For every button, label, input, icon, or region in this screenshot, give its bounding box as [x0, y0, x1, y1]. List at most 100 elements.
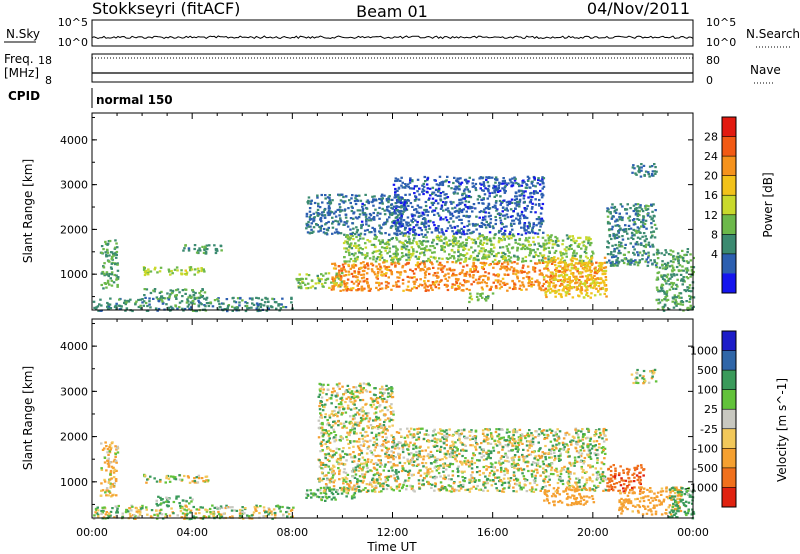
power-cell — [413, 286, 416, 289]
power-cell — [474, 258, 478, 261]
power-cell — [457, 177, 460, 180]
power-cell — [381, 241, 384, 244]
power-cell — [566, 288, 569, 291]
power-cell — [157, 307, 161, 311]
power-cell — [423, 276, 427, 279]
power-cell — [566, 280, 569, 284]
power-cell — [459, 253, 462, 256]
power-cell — [306, 287, 310, 290]
power-cell — [688, 294, 691, 298]
power-cell — [475, 295, 479, 298]
power-cell — [604, 269, 608, 272]
power-cell — [437, 283, 440, 286]
power-cell — [400, 184, 403, 187]
power-cell — [343, 208, 347, 211]
power-cell — [396, 227, 400, 231]
power-cell — [380, 282, 383, 285]
power-cell — [570, 244, 573, 247]
power-cell — [692, 305, 695, 308]
power-cell — [433, 179, 436, 182]
power-cell — [308, 210, 312, 213]
power-cell — [407, 235, 410, 238]
power-cell — [474, 187, 477, 190]
power-cell — [418, 211, 421, 215]
power-cell — [679, 273, 683, 276]
power-cell — [465, 242, 468, 245]
power-cell — [627, 228, 631, 231]
power-cell — [551, 243, 555, 246]
power-cell — [464, 257, 468, 260]
power-cell — [318, 206, 322, 209]
power-cell — [444, 208, 448, 211]
power-cell — [581, 282, 585, 286]
power-cell — [354, 197, 357, 200]
power-cell — [607, 242, 611, 245]
power-cell — [653, 170, 656, 173]
power-cell — [259, 303, 262, 306]
power-cell — [554, 264, 557, 267]
power-cell — [158, 270, 162, 273]
power-cell — [529, 259, 533, 263]
power-cell — [436, 190, 440, 193]
power-cell — [479, 187, 482, 190]
velocity-cell — [334, 439, 338, 442]
power-cell — [530, 207, 534, 210]
velocity-cell — [159, 496, 162, 499]
power-cell — [106, 281, 110, 284]
power-cell — [663, 304, 667, 307]
power-cell — [675, 296, 678, 299]
velocity-cell — [103, 461, 107, 464]
power-cell — [139, 298, 142, 301]
power-cell — [408, 258, 411, 261]
power-cell — [628, 259, 631, 262]
power-cell — [611, 225, 614, 228]
velocity-cell — [178, 502, 181, 505]
power-cell — [408, 232, 411, 235]
power-cell — [615, 218, 618, 221]
power-cell — [453, 257, 456, 260]
power-cell — [601, 287, 605, 290]
power-cell — [178, 291, 181, 294]
velocity-cell — [511, 444, 515, 447]
power-cell — [352, 211, 356, 214]
power-cell — [305, 222, 308, 225]
power-cell — [513, 198, 517, 201]
power-cell — [528, 248, 532, 251]
power-cell — [332, 267, 336, 270]
power-cell — [469, 295, 473, 298]
power-cell — [539, 179, 542, 182]
power-cell — [342, 241, 346, 245]
power-cell — [338, 284, 341, 287]
power-cell — [449, 243, 452, 246]
velocity-cell — [347, 488, 351, 491]
power-cell — [640, 163, 643, 166]
power-cell — [521, 257, 525, 260]
power-cell — [406, 224, 410, 227]
power-cell — [380, 287, 384, 290]
velocity-cell — [219, 513, 223, 516]
power-cell — [412, 239, 415, 242]
power-cell — [244, 301, 247, 304]
power-cell — [395, 232, 399, 235]
velocity-cell — [108, 449, 111, 453]
power-cell — [665, 264, 668, 267]
velocity-cell — [104, 441, 107, 444]
power-cell — [633, 263, 636, 266]
power-cell — [464, 274, 468, 277]
power-cell — [419, 242, 423, 245]
power-cell — [642, 245, 646, 248]
velocity-cell — [141, 507, 144, 510]
power-cell — [632, 209, 635, 213]
power-cell — [373, 273, 377, 276]
power-cell — [492, 281, 495, 284]
velocity-cell — [353, 496, 356, 499]
power-cell — [481, 243, 484, 246]
velocity-cell — [514, 447, 518, 450]
power-cell — [663, 292, 666, 295]
power-cell — [682, 269, 685, 272]
nsky-tick-bottom: 10^0 — [58, 36, 88, 49]
power-cell — [651, 263, 654, 266]
power-cell — [664, 296, 667, 299]
power-cell — [384, 242, 387, 245]
velocity-cell — [241, 512, 244, 515]
